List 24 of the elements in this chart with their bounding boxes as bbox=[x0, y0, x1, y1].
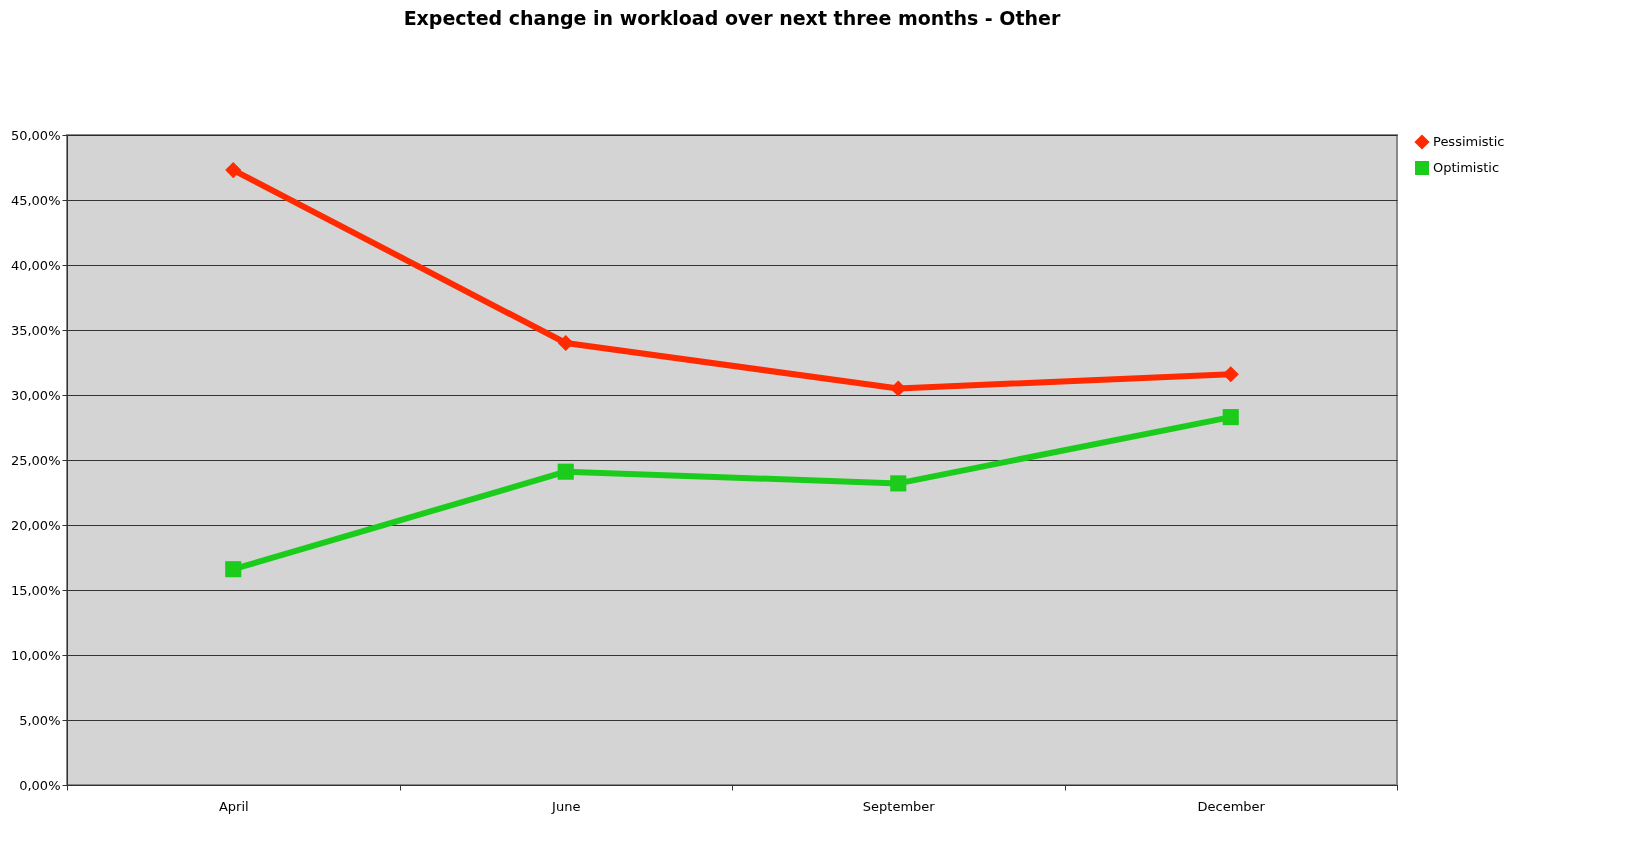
y-tick-label: 5,00% bbox=[19, 712, 61, 728]
legend-label: Optimistic bbox=[1433, 160, 1500, 175]
y-tick-label: 40,00% bbox=[10, 257, 61, 273]
x-tick-label: September bbox=[862, 798, 936, 814]
point bbox=[557, 334, 574, 352]
x-tick-label: June bbox=[551, 798, 581, 814]
x-tick-label: April bbox=[218, 798, 249, 814]
chart-title: Expected change in workload over next three months - Other bbox=[403, 7, 1061, 29]
y-tick-label: 50,00% bbox=[10, 127, 61, 143]
x-tick-label: December bbox=[1197, 798, 1266, 814]
y-tick-label: 30,00% bbox=[10, 387, 61, 403]
point bbox=[225, 162, 242, 179]
y-tick-label: 35,00% bbox=[10, 322, 61, 338]
y-tick-label: 0,00% bbox=[19, 777, 61, 793]
point bbox=[890, 475, 907, 492]
point bbox=[225, 561, 242, 578]
y-tick-label: 10,00% bbox=[10, 647, 61, 663]
y-tick-label: 20,00% bbox=[10, 517, 61, 533]
legend-label: Pessimistic bbox=[1433, 134, 1505, 149]
y-tick-label: 15,00% bbox=[10, 582, 61, 598]
y-tick-label: 45,00% bbox=[10, 192, 61, 208]
point bbox=[1222, 409, 1239, 426]
y-tick-label: 25,00% bbox=[10, 452, 61, 468]
point bbox=[557, 463, 574, 480]
